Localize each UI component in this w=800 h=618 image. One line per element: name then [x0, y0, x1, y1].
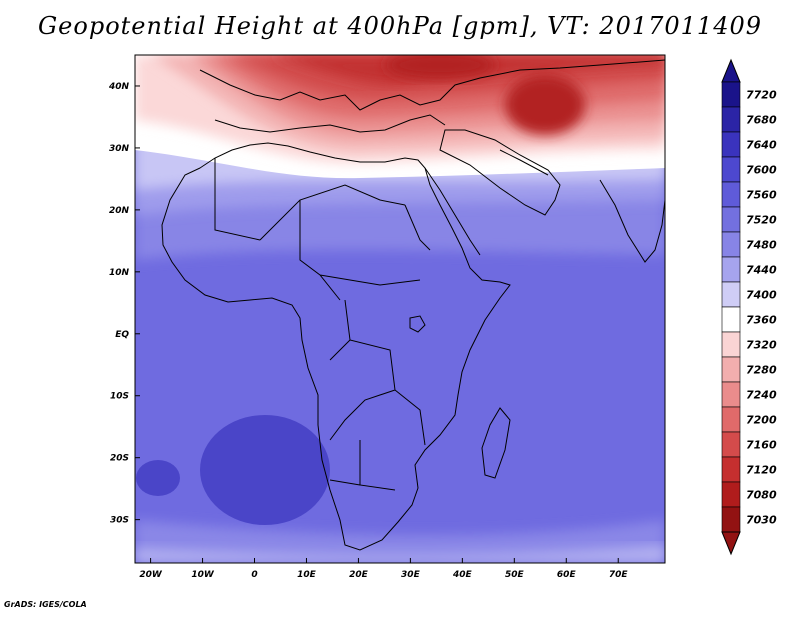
colorbar-label: 7360 — [746, 314, 777, 327]
y-tick-label: 20N — [109, 206, 130, 216]
colorbar-label: 7440 — [746, 264, 777, 277]
x-tick-label: 10W — [191, 570, 215, 580]
colorbar-swatch — [721, 231, 741, 258]
colorbar-swatch — [721, 106, 741, 133]
colorbar-label: 7240 — [746, 389, 777, 402]
colorbar-swatch — [721, 281, 741, 308]
coastline-overlay — [161, 59, 665, 551]
colorbar-swatch — [721, 331, 741, 358]
colorbar-label: 7680 — [746, 114, 777, 127]
colorbar-swatch — [721, 481, 741, 508]
x-axis: 20W 10W 0 10E 20E 30E 40E 50E 60E 70E — [139, 558, 628, 580]
colorbar-label: 7400 — [746, 289, 777, 302]
colorbar-swatch — [721, 431, 741, 458]
mediterranean-coast — [214, 114, 446, 133]
india-coastline — [599, 179, 665, 263]
chart-title: Geopotential Height at 400hPa [gpm], VT:… — [38, 12, 762, 40]
persian-gulf — [499, 149, 549, 176]
colorbar-swatch — [721, 506, 741, 533]
colorbar-label: 7030 — [746, 514, 777, 527]
colorbar-swatch — [721, 456, 741, 483]
colorbar-swatch — [721, 206, 741, 233]
x-tick-label: 50E — [505, 570, 525, 580]
colorbar-label: 7640 — [746, 139, 777, 152]
y-tick-label: 30S — [110, 516, 129, 526]
colorbar-label: 7200 — [746, 414, 777, 427]
x-tick-label: 20E — [349, 570, 369, 580]
colorbar-swatch — [721, 131, 741, 158]
plot-frame — [134, 54, 666, 564]
x-tick-label: 10E — [297, 570, 317, 580]
colorbar-label: 7080 — [746, 489, 777, 502]
x-tick-label: 30E — [401, 570, 421, 580]
colorbar-label: 7160 — [746, 439, 777, 452]
colorbar-label: 7480 — [746, 239, 777, 252]
y-tick-label: 30N — [109, 144, 130, 154]
internal-borders — [214, 158, 431, 491]
x-tick-label: 0 — [251, 570, 257, 580]
africa-coastline — [161, 142, 511, 551]
colorbar-label: 7560 — [746, 189, 777, 202]
colorbar-swatch — [721, 381, 741, 408]
y-axis: 40N 30N 20N 10N EQ 10S 20S 30S — [108, 82, 140, 526]
colorbar-label: 7520 — [746, 214, 777, 227]
x-tick-label: 20W — [139, 570, 163, 580]
x-tick-label: 70E — [609, 570, 629, 580]
lake-victoria — [409, 315, 426, 333]
y-tick-label: 20S — [110, 454, 129, 464]
arabia-coastline — [439, 129, 561, 216]
grads-credit: GrADS: IGES/COLA — [4, 600, 87, 609]
colorbar-swatch — [721, 156, 741, 183]
y-tick-label: EQ — [115, 330, 129, 340]
colorbar-label: 7280 — [746, 364, 777, 377]
y-tick-label: 40N — [108, 82, 130, 92]
height-field — [135, 55, 665, 563]
colorbar-label: 7720 — [746, 89, 777, 102]
colorbar-legend: 7720 7680 7640 7600 7560 7520 7480 7440 7400 7360… — [721, 58, 777, 556]
colorbar-label: 7120 — [746, 464, 777, 477]
y-tick-label: 10N — [109, 268, 130, 278]
colorbar-swatch — [721, 306, 741, 333]
x-tick-label: 60E — [557, 570, 577, 580]
x-tick-label: 40E — [452, 570, 473, 580]
europe-coastline — [199, 59, 665, 111]
colorbar-swatch — [721, 81, 741, 108]
y-tick-label: 10S — [110, 392, 129, 402]
red-sea — [424, 167, 481, 256]
colorbar-swatch — [721, 181, 741, 208]
colorbar-label: 7320 — [746, 339, 777, 352]
colorbar-swatch — [721, 256, 741, 283]
colorbar-swatch — [721, 356, 741, 383]
colorbar-label: 7600 — [746, 164, 777, 177]
madagascar-coastline — [481, 407, 511, 479]
colorbar-bottom-arrow — [721, 531, 741, 556]
colorbar-swatch — [721, 406, 741, 433]
colorbar-top-arrow — [721, 58, 741, 83]
